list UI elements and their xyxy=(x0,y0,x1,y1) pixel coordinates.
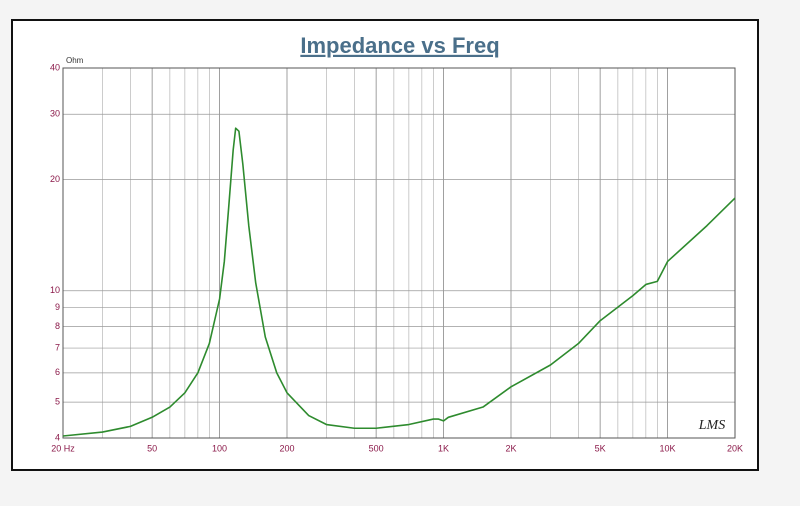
chart-title: Impedance vs Freq xyxy=(300,33,499,58)
x-tick-label: 200 xyxy=(279,443,294,453)
y-tick-label: 20 xyxy=(50,174,60,184)
y-tick-label: 40 xyxy=(50,62,60,72)
x-tick-label: 20 Hz xyxy=(51,443,75,453)
x-tick-label: 500 xyxy=(369,443,384,453)
plot xyxy=(62,127,736,437)
x-tick-label: 10K xyxy=(660,443,676,453)
plot-border xyxy=(62,67,736,439)
x-tick-label: 1K xyxy=(438,443,449,453)
y-tick-label: 9 xyxy=(55,302,60,312)
y-tick-label: 5 xyxy=(55,397,60,407)
y-tick-label: 10 xyxy=(50,285,60,295)
y-tick-label: 4 xyxy=(55,432,60,442)
x-tick-label: 20K xyxy=(727,443,743,453)
y-tick-label: 7 xyxy=(55,342,60,352)
y-tick-label: 30 xyxy=(50,109,60,119)
annotation: LMS xyxy=(698,418,725,433)
x-tick-label: 100 xyxy=(212,443,227,453)
y-tick-label: 8 xyxy=(55,321,60,331)
frame xyxy=(11,19,759,471)
y-tick-label: 6 xyxy=(55,367,60,377)
x-tick-label: 5K xyxy=(595,443,606,453)
x-tick-label: 50 xyxy=(147,443,157,453)
x-tick-label: 2K xyxy=(505,443,516,453)
impedance-curve xyxy=(62,127,736,437)
y-unit: Ohm xyxy=(66,56,84,65)
